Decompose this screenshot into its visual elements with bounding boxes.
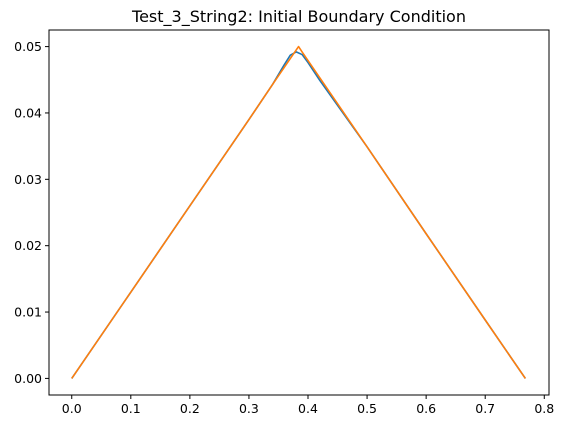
y-tick-label: 0.04 <box>14 105 42 120</box>
y-tick-label: 0.02 <box>14 238 42 253</box>
y-tick-label: 0.00 <box>14 371 42 386</box>
x-tick-label: 0.3 <box>239 401 259 416</box>
y-tick-label: 0.05 <box>14 39 42 54</box>
series-layer <box>71 45 527 379</box>
y-axis: 0.00 0.01 0.02 0.03 0.04 0.05 <box>14 39 49 386</box>
x-tick-label: 0.6 <box>416 401 436 416</box>
x-axis: 0.0 0.1 0.2 0.3 0.4 0.5 0.6 0.7 0.8 <box>62 395 554 416</box>
axes-frame <box>48 29 550 396</box>
chart-title: Test_3_String2: Initial Boundary Conditi… <box>131 7 466 27</box>
x-tick-label: 0.0 <box>62 401 82 416</box>
y-tick-label: 0.03 <box>14 172 42 187</box>
plot-area <box>49 30 549 395</box>
x-tick-label: 0.1 <box>121 401 141 416</box>
x-tick-label: 0.8 <box>534 401 554 416</box>
x-tick-label: 0.5 <box>357 401 377 416</box>
y-tick-label: 0.01 <box>14 305 42 320</box>
x-tick-label: 0.7 <box>475 401 495 416</box>
x-tick-label: 0.2 <box>180 401 200 416</box>
x-tick-label: 0.4 <box>298 401 318 416</box>
series-line-2 <box>71 45 527 379</box>
